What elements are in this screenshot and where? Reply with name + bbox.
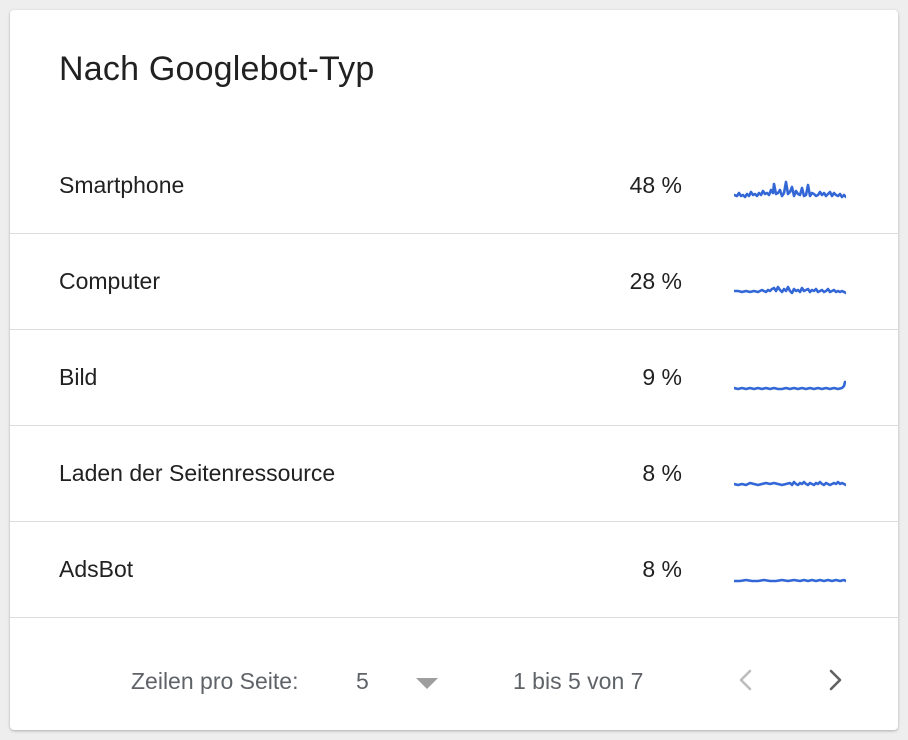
- rows-per-page-value: 5: [356, 668, 369, 694]
- row-label: Computer: [59, 268, 160, 294]
- row-percentage: 28 %: [629, 268, 682, 294]
- googlebot-type-table: Smartphone 48 % Computer 28 % Bild 9 % L…: [10, 138, 898, 618]
- table-row-laden-der-seitenressource[interactable]: Laden der Seitenressource 8 %: [10, 426, 898, 522]
- row-percentage: 48 %: [629, 172, 682, 198]
- rows-per-page-select[interactable]: 5: [344, 660, 454, 700]
- table-row-bild[interactable]: Bild 9 %: [10, 330, 898, 426]
- chevron-left-icon: [739, 669, 752, 691]
- rows-per-page-label: Zeilen pro Seite:: [131, 668, 299, 694]
- row-label: AdsBot: [59, 556, 134, 582]
- caret-down-icon: [416, 678, 438, 689]
- table-row-adsbot[interactable]: AdsBot 8 %: [10, 522, 898, 618]
- row-percentage: 8 %: [642, 460, 682, 486]
- sparkline-line: [734, 285, 846, 295]
- sparkline-line: [734, 380, 846, 391]
- table-row-smartphone[interactable]: Smartphone 48 %: [10, 138, 898, 234]
- row-label: Bild: [59, 364, 98, 390]
- next-page-button[interactable]: [814, 660, 854, 700]
- previous-page-button[interactable]: [726, 660, 766, 700]
- row-label: Smartphone: [59, 172, 185, 198]
- row-percentage: 8 %: [642, 556, 682, 582]
- sparkline-chart: [734, 480, 846, 487]
- row-label: Laden der Seitenressource: [59, 460, 336, 486]
- sparkline-chart: [734, 380, 846, 391]
- sparkline-chart: [734, 285, 846, 295]
- pagination-footer: Zeilen pro Seite: 5 1 bis 5 von 7: [10, 620, 898, 730]
- sparkline-chart: [734, 180, 846, 199]
- sparkline-line: [734, 480, 846, 487]
- row-percentage: 9 %: [642, 364, 682, 390]
- sparkline-line: [734, 578, 846, 583]
- table-row-computer[interactable]: Computer 28 %: [10, 234, 898, 330]
- sparkline-line: [734, 180, 846, 199]
- pagination-range: 1 bis 5 von 7: [513, 668, 644, 694]
- googlebot-type-card: Nach Googlebot-Typ Smartphone 48 % Compu…: [10, 10, 898, 730]
- sparkline-chart: [734, 578, 846, 583]
- card-title: Nach Googlebot-Typ: [59, 50, 375, 88]
- chevron-right-icon: [829, 669, 842, 691]
